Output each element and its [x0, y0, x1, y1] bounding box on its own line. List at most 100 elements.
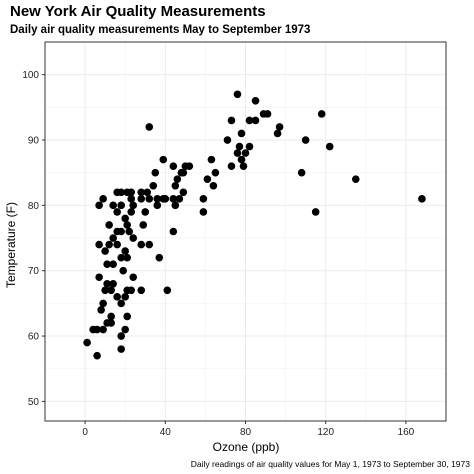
data-point — [418, 195, 426, 203]
chart-title: New York Air Quality Measurements — [10, 3, 266, 20]
data-point — [227, 162, 236, 170]
data-point — [121, 293, 129, 301]
data-point — [117, 201, 125, 210]
data-point — [93, 325, 101, 334]
data-point — [237, 155, 246, 164]
data-point — [127, 188, 136, 197]
data-point — [113, 240, 121, 249]
data-point — [325, 142, 334, 151]
data-point — [155, 253, 164, 262]
data-point — [241, 149, 250, 157]
y-axis-title: Temperature (F) — [4, 202, 18, 288]
data-point — [169, 162, 178, 170]
data-point — [145, 123, 154, 131]
x-tick-label: 120 — [317, 427, 334, 438]
data-point — [251, 97, 260, 105]
data-point — [83, 338, 91, 347]
data-point — [95, 273, 103, 282]
data-point — [109, 260, 117, 268]
data-point — [107, 286, 115, 295]
y-tick-label: 50 — [28, 397, 40, 408]
data-point — [127, 208, 136, 216]
data-point — [263, 110, 272, 118]
data-point — [113, 293, 121, 301]
data-point — [93, 351, 101, 360]
data-point — [235, 142, 244, 151]
data-point — [137, 286, 146, 295]
data-point — [239, 162, 248, 170]
data-point — [99, 325, 107, 334]
data-point — [121, 247, 129, 255]
data-point — [237, 129, 246, 138]
y-tick-label: 80 — [28, 201, 40, 212]
data-point — [273, 129, 282, 138]
data-point — [185, 162, 194, 170]
data-point — [317, 110, 326, 118]
data-point — [145, 240, 154, 249]
data-point — [251, 116, 260, 125]
y-tick-label: 70 — [28, 266, 40, 277]
data-point — [117, 299, 125, 308]
data-point — [123, 253, 132, 262]
y-tick-label: 60 — [28, 332, 40, 343]
data-point — [109, 234, 117, 242]
data-point — [137, 240, 146, 249]
data-point — [125, 227, 134, 236]
data-point — [141, 208, 150, 216]
data-point — [301, 136, 310, 144]
data-point — [145, 195, 154, 203]
data-point — [127, 195, 136, 203]
data-point — [99, 195, 107, 203]
data-point — [121, 214, 129, 223]
data-point — [137, 195, 146, 203]
x-tick-label: 40 — [160, 427, 172, 438]
data-point — [149, 181, 158, 190]
data-point — [169, 227, 178, 236]
data-point — [139, 221, 148, 229]
data-point — [119, 266, 127, 275]
x-axis-title: Ozone (ppb) — [213, 440, 280, 454]
data-points — [83, 90, 426, 360]
data-point — [95, 201, 103, 210]
data-point — [163, 286, 172, 295]
x-axis-ticks: 0 40 80 120 160 — [82, 421, 415, 438]
data-point — [223, 136, 232, 144]
data-point — [123, 221, 132, 229]
data-point — [107, 319, 115, 327]
data-point — [179, 168, 188, 177]
data-point — [179, 188, 188, 197]
data-point — [117, 188, 125, 197]
data-point — [143, 188, 152, 197]
data-point — [159, 155, 168, 164]
data-point — [109, 279, 117, 288]
data-point — [105, 221, 113, 229]
data-point — [171, 181, 180, 190]
data-point — [107, 312, 115, 321]
data-point — [153, 201, 162, 210]
data-point — [207, 155, 216, 164]
data-point — [233, 149, 242, 157]
data-point — [245, 116, 254, 125]
data-point — [109, 201, 117, 210]
data-point — [351, 175, 360, 184]
data-point — [103, 279, 111, 288]
data-point — [153, 195, 162, 203]
data-point — [211, 168, 220, 177]
data-point — [117, 332, 125, 340]
data-point — [297, 168, 306, 177]
data-point — [161, 195, 170, 203]
data-point — [101, 286, 109, 295]
data-point — [99, 299, 107, 308]
x-tick-label: 160 — [398, 427, 415, 438]
data-point — [233, 90, 242, 99]
data-point — [129, 201, 138, 210]
data-point — [199, 195, 208, 203]
data-point — [105, 240, 113, 249]
data-point — [173, 175, 182, 184]
y-tick-label: 100 — [22, 70, 39, 81]
y-axis-ticks: 50 60 70 80 90 100 — [22, 70, 45, 408]
data-point — [117, 345, 125, 353]
data-point — [95, 240, 103, 249]
data-point — [151, 168, 160, 177]
